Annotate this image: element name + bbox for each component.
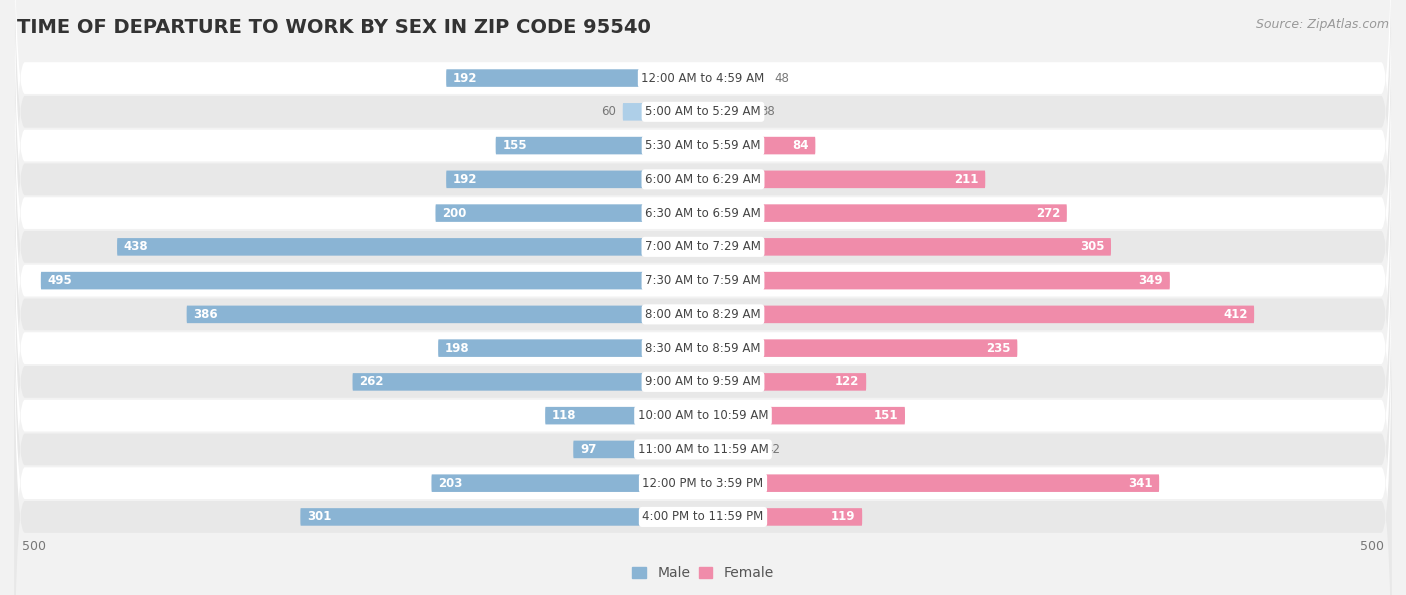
FancyBboxPatch shape — [14, 0, 1392, 400]
Text: 48: 48 — [773, 71, 789, 84]
Text: 7:30 AM to 7:59 AM: 7:30 AM to 7:59 AM — [645, 274, 761, 287]
FancyBboxPatch shape — [703, 137, 815, 154]
FancyBboxPatch shape — [703, 441, 759, 458]
Text: 341: 341 — [1128, 477, 1153, 490]
FancyBboxPatch shape — [703, 204, 1067, 222]
Text: 119: 119 — [831, 511, 855, 524]
Text: 386: 386 — [193, 308, 218, 321]
FancyBboxPatch shape — [14, 195, 1392, 595]
FancyBboxPatch shape — [703, 373, 866, 391]
FancyBboxPatch shape — [14, 0, 1392, 501]
Text: 272: 272 — [1036, 206, 1060, 220]
Text: 118: 118 — [551, 409, 576, 422]
FancyBboxPatch shape — [703, 238, 1111, 256]
Legend: Male, Female: Male, Female — [627, 560, 779, 585]
Text: 12:00 PM to 3:59 PM: 12:00 PM to 3:59 PM — [643, 477, 763, 490]
Text: 84: 84 — [792, 139, 808, 152]
Text: 6:30 AM to 6:59 AM: 6:30 AM to 6:59 AM — [645, 206, 761, 220]
Text: 200: 200 — [441, 206, 467, 220]
Text: 4:00 PM to 11:59 PM: 4:00 PM to 11:59 PM — [643, 511, 763, 524]
FancyBboxPatch shape — [703, 306, 1254, 323]
FancyBboxPatch shape — [703, 474, 1159, 492]
FancyBboxPatch shape — [14, 128, 1392, 595]
FancyBboxPatch shape — [623, 103, 703, 121]
FancyBboxPatch shape — [703, 508, 862, 526]
FancyBboxPatch shape — [187, 306, 703, 323]
Text: 192: 192 — [453, 71, 478, 84]
FancyBboxPatch shape — [301, 508, 703, 526]
FancyBboxPatch shape — [353, 373, 703, 391]
Text: 192: 192 — [453, 173, 478, 186]
Text: 7:00 AM to 7:29 AM: 7:00 AM to 7:29 AM — [645, 240, 761, 253]
FancyBboxPatch shape — [41, 272, 703, 289]
Text: 6:00 AM to 6:29 AM: 6:00 AM to 6:29 AM — [645, 173, 761, 186]
Text: 155: 155 — [502, 139, 527, 152]
Text: 305: 305 — [1080, 240, 1104, 253]
Text: 11:00 AM to 11:59 AM: 11:00 AM to 11:59 AM — [638, 443, 768, 456]
FancyBboxPatch shape — [117, 238, 703, 256]
Text: 438: 438 — [124, 240, 149, 253]
FancyBboxPatch shape — [14, 0, 1392, 366]
FancyBboxPatch shape — [703, 272, 1170, 289]
Text: Source: ZipAtlas.com: Source: ZipAtlas.com — [1256, 18, 1389, 31]
Text: 262: 262 — [359, 375, 384, 389]
Text: 9:00 AM to 9:59 AM: 9:00 AM to 9:59 AM — [645, 375, 761, 389]
FancyBboxPatch shape — [574, 441, 703, 458]
FancyBboxPatch shape — [703, 69, 768, 87]
Text: 8:30 AM to 8:59 AM: 8:30 AM to 8:59 AM — [645, 342, 761, 355]
FancyBboxPatch shape — [14, 26, 1392, 535]
Text: 8:00 AM to 8:29 AM: 8:00 AM to 8:29 AM — [645, 308, 761, 321]
FancyBboxPatch shape — [14, 60, 1392, 569]
FancyBboxPatch shape — [14, 229, 1392, 595]
FancyBboxPatch shape — [432, 474, 703, 492]
Text: 5:30 AM to 5:59 AM: 5:30 AM to 5:59 AM — [645, 139, 761, 152]
FancyBboxPatch shape — [439, 339, 703, 357]
FancyBboxPatch shape — [496, 137, 703, 154]
Text: 235: 235 — [986, 342, 1011, 355]
Text: 412: 412 — [1223, 308, 1247, 321]
Text: 349: 349 — [1139, 274, 1163, 287]
FancyBboxPatch shape — [703, 171, 986, 188]
Text: 97: 97 — [579, 443, 596, 456]
Text: 122: 122 — [835, 375, 859, 389]
Text: 301: 301 — [307, 511, 332, 524]
Text: 203: 203 — [439, 477, 463, 490]
Text: 42: 42 — [766, 443, 780, 456]
Text: TIME OF DEPARTURE TO WORK BY SEX IN ZIP CODE 95540: TIME OF DEPARTURE TO WORK BY SEX IN ZIP … — [17, 18, 651, 37]
Text: 10:00 AM to 10:59 AM: 10:00 AM to 10:59 AM — [638, 409, 768, 422]
FancyBboxPatch shape — [446, 171, 703, 188]
FancyBboxPatch shape — [14, 0, 1392, 332]
Text: 60: 60 — [602, 105, 616, 118]
Text: 198: 198 — [444, 342, 470, 355]
Text: 12:00 AM to 4:59 AM: 12:00 AM to 4:59 AM — [641, 71, 765, 84]
FancyBboxPatch shape — [14, 263, 1392, 595]
FancyBboxPatch shape — [703, 407, 905, 424]
Text: 211: 211 — [955, 173, 979, 186]
FancyBboxPatch shape — [14, 0, 1392, 467]
FancyBboxPatch shape — [14, 0, 1392, 434]
Text: 38: 38 — [761, 105, 775, 118]
FancyBboxPatch shape — [14, 94, 1392, 595]
Text: 5:00 AM to 5:29 AM: 5:00 AM to 5:29 AM — [645, 105, 761, 118]
FancyBboxPatch shape — [546, 407, 703, 424]
Text: 151: 151 — [873, 409, 898, 422]
Text: 495: 495 — [48, 274, 72, 287]
FancyBboxPatch shape — [703, 339, 1018, 357]
FancyBboxPatch shape — [14, 161, 1392, 595]
FancyBboxPatch shape — [703, 103, 754, 121]
FancyBboxPatch shape — [436, 204, 703, 222]
FancyBboxPatch shape — [446, 69, 703, 87]
